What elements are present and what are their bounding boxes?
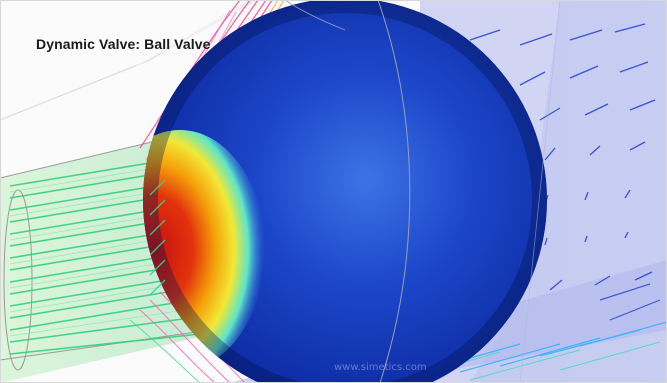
- watermark: www.simetics.com: [334, 362, 427, 373]
- ball-rim-line: [377, 0, 411, 383]
- entry-arrows: [149, 179, 166, 296]
- pressure-heatmap: [143, 130, 265, 370]
- simulation-title: Dynamic Valve: Ball Valve: [36, 36, 211, 52]
